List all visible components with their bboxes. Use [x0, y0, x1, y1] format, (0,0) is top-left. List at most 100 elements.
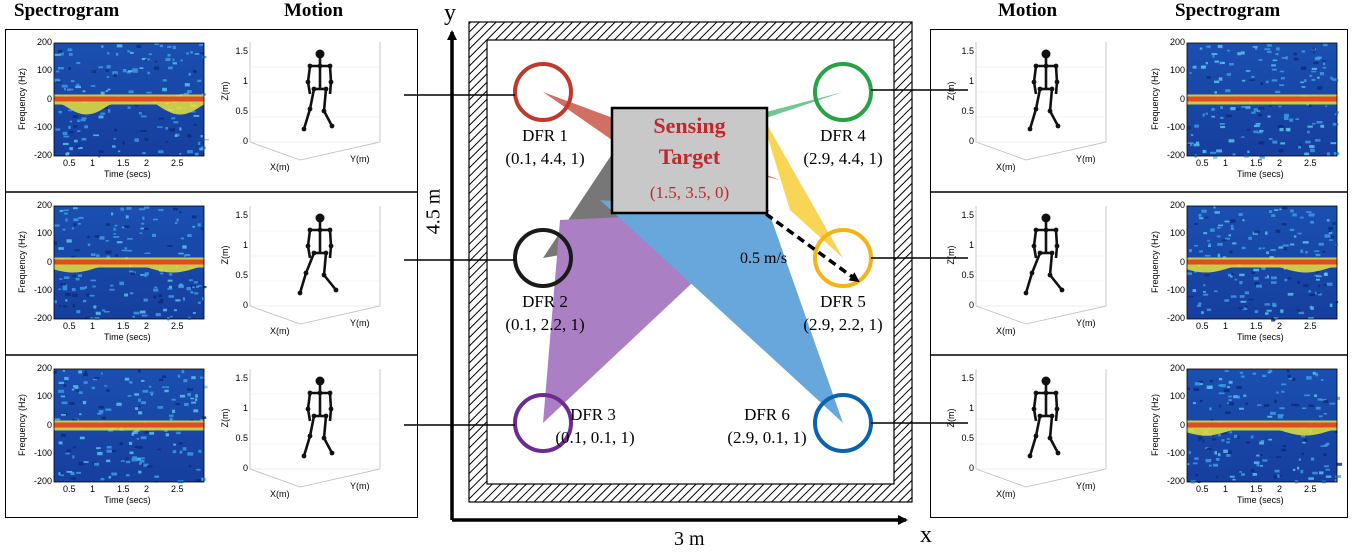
right-motion-3-zlabel: Z(m) — [946, 408, 956, 428]
left-motion-1-ylabel: Y(m) — [350, 154, 370, 164]
dfr1-name: DFR 1 — [522, 126, 568, 145]
right-spectrogram-1-xlabel: Time (secs) — [1237, 169, 1284, 179]
right-spectrogram-2-xtick: 2.5 — [1304, 321, 1317, 331]
left-spectrogram-2-ylabel: Frequency (Hz) — [17, 230, 27, 293]
right-spectrogram-1-xtick: 2 — [1277, 158, 1283, 168]
left-motion-2-xlabel: X(m) — [270, 326, 290, 336]
right-spectrogram-2-xlabel: Time (secs) — [1237, 332, 1284, 342]
right-spectrogram-1-ytick: -100 — [1166, 121, 1185, 132]
dfr3-circle — [513, 393, 573, 453]
plots — [53, 42, 1343, 488]
right-spectrogram-header: Spectrogram — [1175, 0, 1281, 21]
left-spectrogram-3-xtick: 2.5 — [171, 484, 184, 494]
left-spectrogram-1-ylabel: Frequency (Hz) — [17, 67, 27, 130]
right-spectrogram-1-ylabel: Frequency (Hz) — [1150, 67, 1160, 130]
left-motion-1-ztick: 0.5 — [235, 106, 248, 116]
left-motion-3-ztick: 1.5 — [235, 373, 248, 383]
right-motion-2-zlabel: Z(m) — [946, 245, 956, 265]
left-spectrogram-3-ytick: 200 — [36, 363, 52, 373]
left-motion-header: Motion — [284, 0, 344, 21]
left-motion-1-ztick: 0 — [242, 136, 248, 146]
left-spectrogram-1-xlabel: Time (secs) — [104, 169, 151, 179]
left-spectrogram-2-ytick: 100 — [36, 228, 52, 239]
left-motion-2-ztick: 1 — [242, 240, 248, 250]
left-spectrogram-1-xtick: 1.5 — [117, 158, 130, 168]
left-spectrogram-2-xlabel: Time (secs) — [104, 332, 151, 342]
right-motion-1 — [975, 42, 1107, 161]
right-motion-2-ztick: 0.5 — [961, 270, 974, 280]
left-spectrogram-1-ytick: 200 — [36, 37, 52, 47]
left-spectrogram-2 — [53, 205, 207, 321]
dfr6-coords: (2.9, 0.1, 1) — [727, 428, 807, 447]
left-spectrogram-2-ytick: 0 — [46, 256, 52, 267]
right-spectrogram-1-xtick: 1 — [1223, 158, 1229, 168]
right-motion-3-ylabel: Y(m) — [1076, 481, 1096, 491]
sensing-target-box — [610, 106, 769, 215]
right-motion-2-ylabel: Y(m) — [1076, 318, 1096, 328]
left-spectrogram-3-ytick: 0 — [46, 419, 52, 430]
left-motion-1-ztick: 1 — [242, 76, 248, 86]
right-spectrogram-1-ytick: -200 — [1166, 150, 1185, 160]
left-spectrogram-3-ytick: 100 — [36, 391, 52, 402]
right-spectrogram-3-xtick: 2.5 — [1304, 484, 1317, 494]
right-spectrogram-3-xlabel: Time (secs) — [1237, 495, 1284, 505]
right-motion-2-ztick: 1.5 — [961, 210, 974, 220]
beam-dfr5 — [760, 112, 843, 258]
left-spectrogram-1-ytick: 100 — [36, 65, 52, 76]
target-title-2: Target — [658, 144, 721, 169]
left-spectrogram-1-xtick: 2.5 — [171, 158, 184, 168]
right-spectrogram-1-ytick: 100 — [1169, 65, 1185, 76]
right-spectrogram-2-ytick: 100 — [1169, 228, 1185, 239]
right-spectrogram-3-ytick: 0 — [1179, 419, 1185, 430]
right-spectrogram-3-xtick: 0.5 — [1196, 484, 1209, 494]
target-title-1: Sensing — [653, 113, 726, 138]
right-motion-3-xlabel: X(m) — [996, 489, 1016, 499]
dfr2-name: DFR 2 — [522, 292, 568, 311]
y-axis-label: y — [444, 0, 456, 26]
left-motion-2 — [249, 206, 381, 325]
right-spectrogram-3-xtick: 1.5 — [1250, 484, 1263, 494]
left-motion-3-ztick: 0.5 — [235, 433, 248, 443]
left-motion-3 — [249, 369, 381, 488]
dfr4-name: DFR 4 — [820, 126, 866, 145]
left-spectrogram-3-ylabel: Frequency (Hz) — [17, 393, 27, 456]
left-spectrogram-1 — [53, 42, 209, 158]
left-motion-1-ztick: 1.5 — [235, 46, 248, 56]
beam-dfr6 — [600, 200, 843, 423]
dfr6-name: DFR 6 — [744, 405, 790, 424]
right-spectrogram-2-xtick: 0.5 — [1196, 321, 1209, 331]
left-spectrogram-3-ytick: -200 — [33, 476, 52, 486]
right-spectrogram-3 — [1186, 368, 1343, 484]
right-motion-3-ztick: 1 — [968, 403, 974, 413]
right-motion-1-ylabel: Y(m) — [1076, 154, 1096, 164]
right-spectrogram-2-xtick: 1 — [1223, 321, 1229, 331]
dfr2-circle — [513, 228, 573, 288]
left-motion-1-xlabel: X(m) — [270, 162, 290, 172]
right-motion-1-zlabel: Z(m) — [946, 81, 956, 101]
right-motion-1-ztick: 0 — [968, 136, 974, 146]
right-spectrogram-3-xtick: 1 — [1223, 484, 1229, 494]
left-spectrogram-1-ytick: -200 — [33, 150, 52, 160]
left-motion-2-ztick: 0.5 — [235, 270, 248, 280]
left-spectrogram-3-xtick: 1 — [90, 484, 96, 494]
left-spectrogram-2-xtick: 2.5 — [171, 321, 184, 331]
right-spectrogram-2-ytick: -100 — [1166, 284, 1185, 295]
left-spectrogram-2-xtick: 1.5 — [117, 321, 130, 331]
left-spectrogram-2-ytick: -200 — [33, 313, 52, 323]
left-motion-3-xlabel: X(m) — [270, 489, 290, 499]
dfr4-coords: (2.9, 4.4, 1) — [803, 149, 883, 168]
left-spectrogram-1-xtick: 1 — [90, 158, 96, 168]
right-motion-1-ztick: 0.5 — [961, 106, 974, 116]
left-spectrogram-3 — [53, 368, 208, 484]
right-spectrogram-2-ytick: -200 — [1166, 313, 1185, 323]
right-motion-2-xlabel: X(m) — [996, 326, 1016, 336]
velocity-label: 0.5 m/s — [740, 250, 788, 267]
width-label: 3 m — [674, 528, 705, 550]
right-spectrogram-3-ytick: -100 — [1166, 447, 1185, 458]
right-motion-header: Motion — [998, 0, 1058, 21]
left-spectrogram-1-xtick: 2 — [144, 158, 150, 168]
dfr-circles — [513, 62, 873, 453]
right-motion-1-ztick: 1 — [968, 76, 974, 86]
height-label: 4.5 m — [422, 188, 445, 235]
